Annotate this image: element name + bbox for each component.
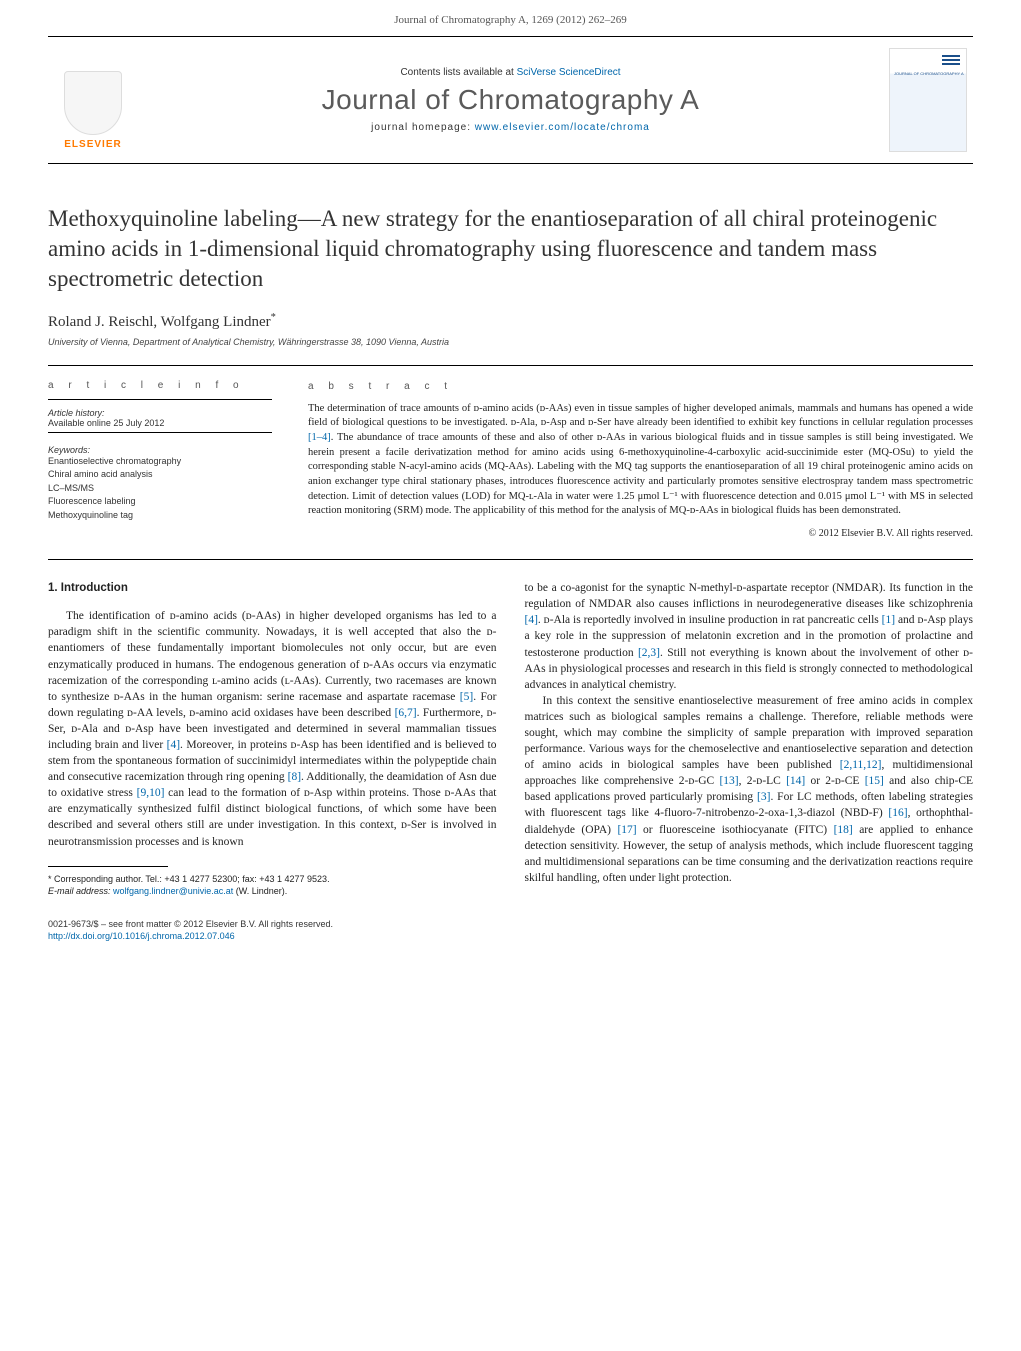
keyword: Methoxyquinoline tag: [48, 509, 272, 523]
elsevier-tree-icon: [64, 71, 122, 135]
citation-link[interactable]: [6,7]: [395, 707, 417, 719]
info-abstract-row: a r t i c l e i n f o Article history: A…: [48, 365, 973, 556]
paragraph: In this context the sensitive enantiosel…: [525, 693, 974, 886]
homepage-line: journal homepage: www.elsevier.com/locat…: [371, 122, 650, 133]
citation-link[interactable]: [9,10]: [137, 787, 165, 799]
text-seg: or 2-ᴅ-CE: [805, 775, 864, 787]
homepage-prefix: journal homepage:: [371, 122, 475, 133]
doi-link[interactable]: http://dx.doi.org/10.1016/j.chroma.2012.…: [48, 931, 235, 941]
citation-link[interactable]: [13]: [719, 775, 738, 787]
text-seg: , 2-ᴅ-LC: [739, 775, 786, 787]
running-head: Journal of Chromatography A, 1269 (2012)…: [0, 0, 1021, 36]
footnote-email-label: E-mail address:: [48, 886, 113, 896]
text-seg: or fluoresceine isothiocyanate (FITC): [637, 824, 834, 836]
info-rule-2: [48, 432, 272, 433]
citation-link[interactable]: [4]: [525, 614, 538, 626]
journal-name: Journal of Chromatography A: [322, 84, 700, 116]
citation-link[interactable]: [2,3]: [638, 647, 660, 659]
info-rule-1: [48, 399, 272, 400]
abstract-text: The determination of trace amounts of ᴅ-…: [308, 402, 973, 520]
footnote-email-link[interactable]: wolfgang.lindner@univie.ac.at: [113, 886, 233, 896]
footnote-rule: [48, 866, 168, 867]
citation-link[interactable]: [15]: [865, 775, 884, 787]
citation-link[interactable]: [18]: [834, 824, 853, 836]
footnote-tail: (W. Lindner).: [233, 886, 287, 896]
body-columns: 1. Introduction The identification of ᴅ-…: [48, 559, 973, 898]
publisher-logo-box: ELSEVIER: [54, 50, 132, 150]
abstract-copyright: © 2012 Elsevier B.V. All rights reserved…: [308, 527, 973, 541]
affiliation: University of Vienna, Department of Anal…: [48, 337, 973, 347]
citation-link[interactable]: [14]: [786, 775, 805, 787]
abstract-heading: a b s t r a c t: [308, 380, 973, 394]
abstract-seg: . The abundance of trace amounts of thes…: [308, 432, 973, 516]
cover-image: JOURNAL OF CHROMATOGRAPHY A: [889, 48, 967, 152]
article-info-heading: a r t i c l e i n f o: [48, 380, 272, 391]
contents-prefix: Contents lists available at: [400, 67, 516, 78]
keywords-list: Enantioselective chromatography Chiral a…: [48, 455, 272, 523]
corresponding-marker: *: [271, 312, 276, 323]
history-label: Article history:: [48, 408, 272, 418]
paragraph: to be a co-agonist for the synaptic N-me…: [525, 580, 974, 693]
masthead-center: Contents lists available at SciVerse Sci…: [138, 37, 883, 163]
citation-link[interactable]: [1]: [882, 614, 895, 626]
sciencedirect-link[interactable]: SciVerse ScienceDirect: [517, 67, 621, 78]
citation-link[interactable]: [8]: [288, 771, 301, 783]
author-names: Roland J. Reischl, Wolfgang Lindner: [48, 314, 271, 330]
citation-link[interactable]: [17]: [617, 824, 636, 836]
history-value: Available online 25 July 2012: [48, 418, 272, 428]
keyword: LC–MS/MS: [48, 482, 272, 496]
citation-link[interactable]: [3]: [757, 791, 770, 803]
article-info: a r t i c l e i n f o Article history: A…: [48, 366, 288, 556]
paragraph: The identification of ᴅ-amino acids (ᴅ-A…: [48, 608, 497, 849]
abstract: a b s t r a c t The determination of tra…: [288, 366, 973, 556]
text-seg: The identification of ᴅ-amino acids (ᴅ-A…: [48, 610, 497, 702]
masthead: ELSEVIER Contents lists available at Sci…: [48, 36, 973, 164]
text-seg: to be a co-agonist for the synaptic N-me…: [525, 582, 974, 610]
column-left: 1. Introduction The identification of ᴅ-…: [48, 580, 497, 898]
citation-link[interactable]: [4]: [167, 739, 180, 751]
footer-copyright: 0021-9673/$ – see front matter © 2012 El…: [48, 918, 973, 931]
article-title: Methoxyquinoline labeling—A new strategy…: [48, 204, 973, 294]
publisher-logo: ELSEVIER: [48, 37, 138, 163]
publisher-name: ELSEVIER: [64, 139, 121, 150]
keyword: Enantioselective chromatography: [48, 455, 272, 469]
abstract-ref[interactable]: [1–4]: [308, 432, 331, 443]
keyword: Chiral amino acid analysis: [48, 468, 272, 482]
article: Methoxyquinoline labeling—A new strategy…: [0, 164, 1021, 898]
corresponding-author-footnote: * Corresponding author. Tel.: +43 1 4277…: [48, 873, 497, 898]
citation-link[interactable]: [5]: [460, 691, 473, 703]
authors: Roland J. Reischl, Wolfgang Lindner*: [48, 312, 973, 331]
abstract-seg: The determination of trace amounts of ᴅ-…: [308, 403, 973, 429]
citation-link[interactable]: [2,11,12]: [840, 759, 882, 771]
section-1-heading: 1. Introduction: [48, 580, 497, 596]
keywords-label: Keywords:: [48, 445, 272, 455]
keyword: Fluorescence labeling: [48, 495, 272, 509]
text-seg: . ᴅ-Ala is reportedly involved in insuli…: [538, 614, 882, 626]
cover-stripes-icon: [942, 55, 960, 67]
column-right: to be a co-agonist for the synaptic N-me…: [525, 580, 974, 898]
homepage-url[interactable]: www.elsevier.com/locate/chroma: [475, 122, 650, 133]
page-footer: 0021-9673/$ – see front matter © 2012 El…: [48, 918, 973, 943]
cover-text: JOURNAL OF CHROMATOGRAPHY A: [894, 71, 964, 76]
cover-thumb: JOURNAL OF CHROMATOGRAPHY A: [883, 37, 973, 163]
contents-line: Contents lists available at SciVerse Sci…: [400, 67, 620, 78]
footnote-line1: Corresponding author. Tel.: +43 1 4277 5…: [52, 874, 330, 884]
citation-link[interactable]: [16]: [888, 807, 907, 819]
